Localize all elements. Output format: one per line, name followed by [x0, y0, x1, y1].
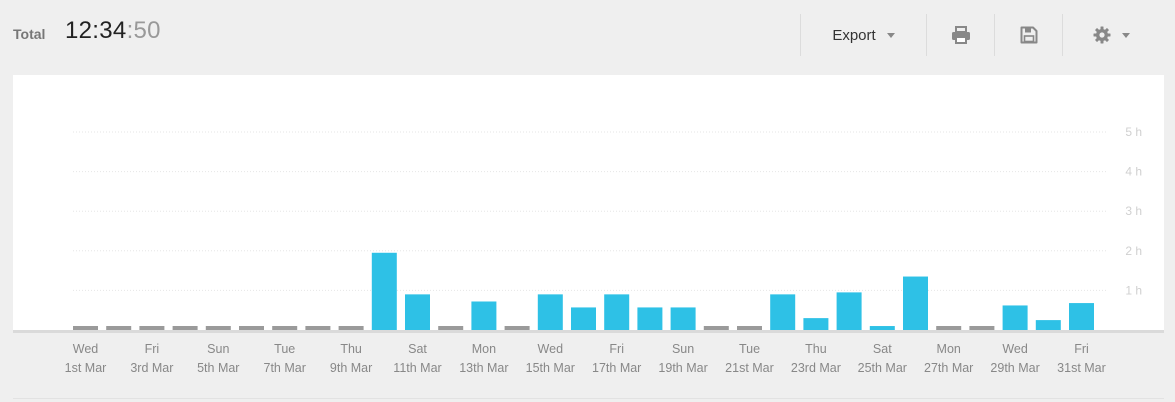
- bar-11th-mar: [405, 294, 430, 330]
- settings-dropdown-button[interactable]: [1062, 14, 1160, 56]
- x-tick-date: 23rd Mar: [791, 361, 841, 375]
- x-tick-weekday: Fri: [145, 342, 160, 356]
- x-tick-date: 7th Mar: [264, 361, 306, 375]
- x-tick-date: 17th Mar: [592, 361, 641, 375]
- bar-7th-mar: [272, 326, 298, 330]
- x-tick-weekday: Mon: [472, 342, 496, 356]
- daily-duration-bar-chart: 1 h 2 h 3 h 4 h 5 h Wed 1st Mar Fri 3rd Mar Sun 5t…: [13, 125, 1164, 375]
- bar-23rd-mar: [803, 318, 829, 330]
- x-tick-weekday: Wed: [1002, 342, 1028, 356]
- bar-12th-mar: [438, 326, 464, 330]
- total-duration-hours-minutes: 12:34: [65, 17, 127, 44]
- x-tick-date: 27th Mar: [924, 361, 973, 375]
- x-tick-date: 9th Mar: [330, 361, 372, 375]
- gear-icon: [1093, 26, 1111, 44]
- bar-21st-mar: [737, 326, 762, 330]
- x-tick-weekday: Sun: [672, 342, 694, 356]
- x-tick-date: 5th Mar: [197, 361, 239, 375]
- chart-panel: 1 h 2 h 3 h 4 h 5 h Wed 1st Mar Fri 3rd Mar Sun 5t…: [13, 75, 1164, 375]
- y-tick-label: 1 h: [1125, 283, 1142, 297]
- x-tick-date: 21st Mar: [725, 361, 774, 375]
- export-label: Export: [832, 26, 876, 44]
- bar-26th-mar: [903, 276, 928, 330]
- bar-5th-mar: [205, 326, 231, 330]
- y-tick-label: 2 h: [1125, 244, 1142, 258]
- x-tick-weekday: Sat: [408, 342, 427, 356]
- bar-17th-mar: [604, 294, 630, 330]
- y-tick-label: 3 h: [1125, 204, 1142, 218]
- save-button[interactable]: [994, 14, 1062, 56]
- x-tick-date: 15th Mar: [526, 361, 575, 375]
- printer-icon: [951, 26, 970, 44]
- total-label: Total: [13, 26, 46, 42]
- bar-16th-mar: [571, 307, 596, 330]
- floppy-disk-icon: [1020, 26, 1037, 44]
- bar-29th-mar: [1002, 305, 1028, 330]
- bar-8th-mar: [305, 326, 331, 330]
- y-tick-label: 4 h: [1125, 165, 1142, 179]
- chevron-down-icon: [886, 32, 895, 38]
- bar-9th-mar: [338, 326, 364, 330]
- bar-1st-mar: [73, 326, 98, 330]
- bar-6th-mar: [239, 326, 264, 330]
- bar-2nd-mar: [106, 326, 132, 330]
- bar-3rd-mar: [139, 326, 165, 330]
- bar-22nd-mar: [770, 294, 796, 330]
- chevron-down-icon: [1122, 32, 1130, 38]
- bar-28th-mar: [969, 326, 995, 330]
- x-tick-weekday: Sun: [207, 342, 229, 356]
- x-tick-date: 25th Mar: [858, 361, 907, 375]
- total-duration: 12:34:50: [65, 17, 161, 45]
- bar-19th-mar: [670, 307, 696, 330]
- print-button[interactable]: [926, 14, 994, 56]
- x-tick-weekday: Mon: [937, 342, 961, 356]
- y-tick-label: 5 h: [1125, 125, 1142, 139]
- bar-10th-mar: [371, 252, 397, 330]
- x-tick-weekday: Wed: [73, 342, 99, 356]
- bar-18th-mar: [637, 307, 663, 330]
- bar-14th-mar: [504, 326, 530, 330]
- x-tick-date: 13th Mar: [459, 361, 508, 375]
- x-tick-date: 29th Mar: [990, 361, 1039, 375]
- x-axis-line: [13, 330, 1164, 333]
- summary-toolbar: Total 12:34:50 Export: [0, 0, 1175, 66]
- x-tick-weekday: Fri: [1074, 342, 1089, 356]
- x-tick-weekday: Thu: [805, 342, 827, 356]
- x-tick-weekday: Tue: [739, 342, 760, 356]
- x-tick-weekday: Sat: [873, 342, 892, 356]
- x-tick-date: 1st Mar: [65, 361, 107, 375]
- total-duration-seconds: :50: [126, 17, 161, 44]
- x-tick-date: 11th Mar: [393, 361, 441, 375]
- bar-31st-mar: [1069, 303, 1094, 330]
- divider: [13, 398, 1164, 399]
- bar-4th-mar: [172, 326, 198, 330]
- bar-24th-mar: [836, 292, 862, 330]
- bar-25th-mar: [869, 326, 895, 330]
- x-tick-weekday: Tue: [274, 342, 295, 356]
- x-tick-weekday: Wed: [538, 342, 564, 356]
- export-dropdown-button[interactable]: Export: [800, 14, 926, 56]
- x-tick-weekday: Fri: [609, 342, 624, 356]
- x-tick-date: 3rd Mar: [130, 361, 173, 375]
- bar-20th-mar: [703, 326, 729, 330]
- x-tick-date: 19th Mar: [658, 361, 707, 375]
- bar-27th-mar: [936, 326, 962, 330]
- x-tick-weekday: Thu: [340, 342, 362, 356]
- bar-15th-mar: [537, 294, 563, 330]
- bar-13th-mar: [471, 301, 497, 330]
- bar-30th-mar: [1035, 320, 1061, 330]
- x-tick-date: 31st Mar: [1057, 361, 1106, 375]
